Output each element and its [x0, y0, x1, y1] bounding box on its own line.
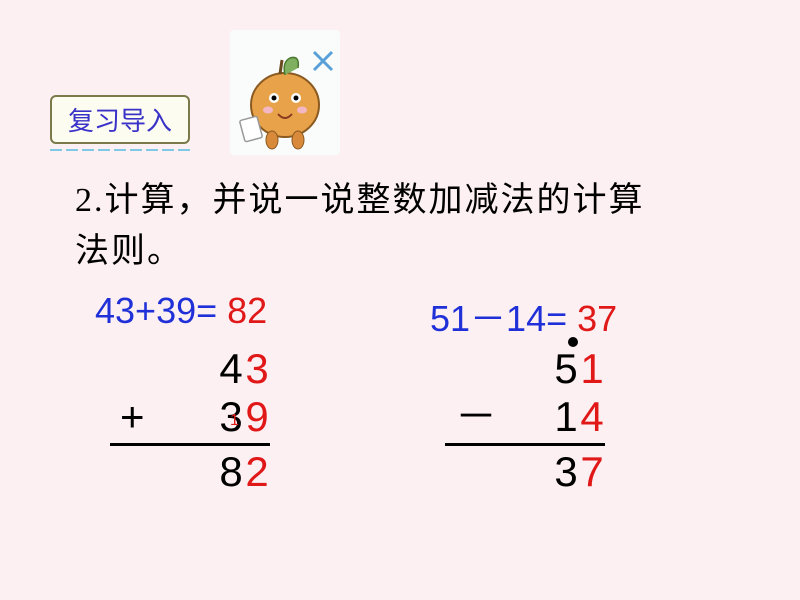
column-subtraction: 51 － 14 37 [445, 345, 605, 496]
col1-result-row: 82 [110, 448, 270, 496]
badge-text: 复习导入 [68, 107, 172, 136]
equation-1: 43+39= 82 [95, 290, 267, 332]
minus-sign: － [455, 393, 497, 441]
eq2-lhs: 51－14= [430, 298, 567, 339]
col2-bot-d1: 1 [553, 393, 579, 441]
col2-top-d1: 5 [553, 345, 579, 393]
col2-bottom-row: － 14 [445, 393, 605, 441]
col1-bottom-row: + 39 1 [110, 393, 270, 441]
decorative-underline [50, 138, 205, 146]
review-intro-badge: 复习导入 [50, 95, 190, 144]
col1-rule [110, 443, 270, 446]
question-line-2: 法则。 [75, 226, 645, 277]
plus-sign: + [120, 393, 145, 441]
eq1-lhs: 43+39= [95, 290, 217, 331]
carry-digit: 1 [230, 397, 239, 445]
col2-res-d1: 3 [553, 448, 579, 496]
col2-bot-d2: 4 [579, 393, 605, 441]
col1-top-row: 43 [110, 345, 270, 393]
column-addition: 43 + 39 1 82 [110, 345, 270, 496]
col1-bot-d2: 9 [244, 393, 270, 441]
col2-top-d2: 1 [579, 345, 605, 393]
col1-top-d2: 3 [244, 345, 270, 393]
equation-2: 51－14= 37 [430, 290, 617, 342]
col1-top-d1: 4 [218, 345, 244, 393]
col1-res-d1: 8 [218, 448, 244, 496]
col2-top-row: 51 [445, 345, 605, 393]
eq1-result: 82 [227, 290, 267, 331]
col2-result-row: 37 [445, 448, 605, 496]
apple-mascot-icon [230, 30, 340, 155]
question-prompt: 2.计算，并说一说整数加减法的计算 法则。 [75, 175, 645, 277]
eq2-result: 37 [577, 298, 617, 339]
question-line-1: 2.计算，并说一说整数加减法的计算 [75, 175, 645, 226]
borrow-dot [568, 337, 578, 347]
col1-res-d2: 2 [244, 448, 270, 496]
col2-rule [445, 443, 605, 446]
col2-res-d2: 7 [579, 448, 605, 496]
